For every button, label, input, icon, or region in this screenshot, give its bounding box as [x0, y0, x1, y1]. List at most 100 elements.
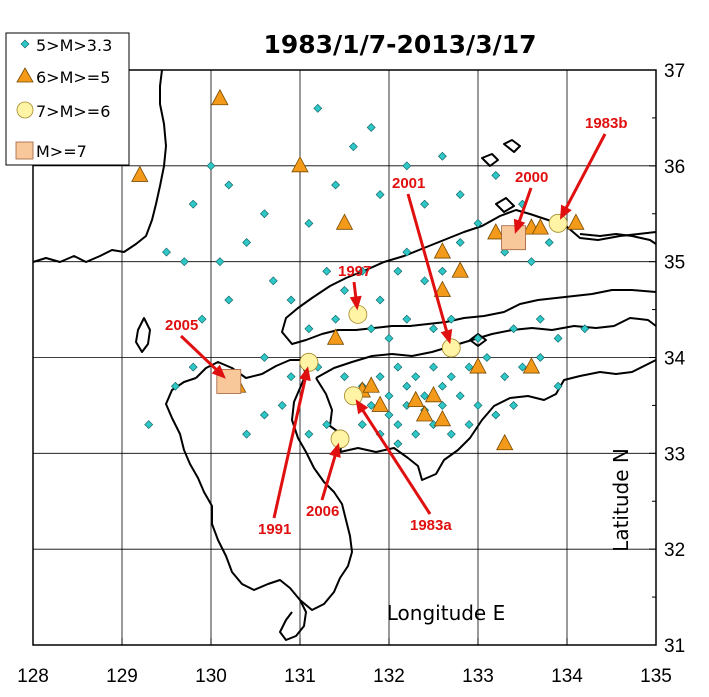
quake-small-point — [366, 123, 376, 132]
y-tick-label: 37 — [664, 61, 685, 82]
x-tick-label: 128 — [17, 666, 49, 687]
quake-small-point — [509, 324, 519, 334]
annotation-label: 2006 — [306, 503, 339, 520]
quake-medium-point — [326, 328, 345, 345]
x-tick-label: 134 — [551, 666, 583, 687]
quake-medium-point — [424, 385, 443, 403]
quake-small-point — [580, 324, 590, 334]
quake-small-point — [446, 429, 456, 439]
quake-small-point — [544, 238, 554, 247]
quake-small-point — [375, 372, 385, 382]
quake-small-point — [437, 151, 447, 161]
quake-small-point — [420, 199, 430, 209]
x-tick-label: 130 — [195, 666, 227, 687]
quake-large-point — [330, 429, 350, 449]
legend-triangle-icon — [16, 67, 34, 83]
quake-small-point — [500, 372, 510, 382]
quake-small-point — [366, 324, 376, 334]
x-tick-label: 129 — [106, 666, 138, 687]
legend-label-major: M>=7 — [36, 142, 87, 161]
legend-circle-icon — [16, 101, 34, 119]
quake-small-point — [331, 314, 341, 324]
annotation-arrow — [179, 334, 223, 376]
quake-small-point — [170, 381, 180, 391]
annotation-arrowhead — [513, 218, 526, 234]
quake-small-point — [429, 324, 438, 334]
quake-small-point — [144, 420, 154, 430]
y-tick-label: 33 — [664, 444, 685, 465]
quake-small-point — [268, 276, 278, 286]
quake-small-point — [437, 381, 447, 391]
annotation-label: 2001 — [392, 175, 425, 192]
quake-small-point — [322, 266, 332, 276]
quake-medium-point — [335, 213, 354, 230]
annotation-arrowhead — [329, 442, 341, 458]
y-tick-label: 31 — [664, 636, 685, 657]
quake-large-point — [548, 213, 568, 233]
quake-small-point — [473, 333, 483, 343]
annotation-label: 1983b — [585, 115, 628, 132]
quake-small-point — [420, 276, 430, 286]
quake-small-point — [179, 257, 189, 267]
quake-small-point — [402, 314, 412, 324]
quake-small-point — [500, 247, 510, 257]
quake-medium-point — [433, 280, 452, 297]
legend-square-icon — [15, 141, 34, 160]
quake-small-point — [491, 170, 501, 180]
annotation-arrowhead — [211, 364, 226, 379]
annotation-label: 2005 — [165, 317, 198, 334]
quake-small-point — [402, 381, 412, 391]
quake-medium-point — [291, 155, 309, 173]
quake-small-point — [384, 391, 394, 401]
quake-small-point — [464, 420, 474, 430]
quake-small-point — [393, 439, 403, 449]
quake-medium-point — [451, 261, 469, 278]
quake-medium-point — [487, 223, 505, 240]
quake-small-point — [304, 218, 314, 228]
legend-label-small: 5>M>3.3 — [36, 36, 112, 55]
quake-small-point — [224, 295, 234, 305]
quake-small-point — [286, 372, 296, 382]
quake-small-point — [340, 372, 349, 382]
quake-small-point — [348, 142, 358, 152]
x-tick-label: 131 — [284, 666, 316, 687]
quake-medium-point — [131, 165, 149, 182]
quake-medium-point — [407, 390, 425, 408]
quake-small-point — [464, 362, 474, 372]
annotation-arrowhead — [349, 295, 362, 311]
quake-small-point — [277, 400, 287, 410]
quake-small-point — [473, 400, 483, 410]
quake-small-point — [313, 103, 323, 113]
quake-medium-point — [362, 376, 380, 393]
quake-small-point — [259, 209, 269, 219]
quake-small-point — [242, 429, 252, 439]
x-tick-label: 132 — [373, 666, 405, 687]
quake-medium-point — [433, 409, 452, 427]
quake-small-point — [455, 391, 465, 401]
quake-small-point — [526, 257, 536, 267]
quake-small-point — [188, 199, 198, 209]
legend-diamond-icon — [20, 39, 30, 49]
quake-small-point — [224, 180, 234, 190]
quake-small-point — [340, 285, 349, 295]
legend-label-medium: 6>M>=5 — [36, 68, 110, 87]
quake-small-point — [402, 247, 412, 257]
quake-medium-point — [371, 395, 389, 412]
quake-small-point — [535, 314, 545, 324]
quake-small-point — [509, 400, 519, 410]
quake-small-point — [402, 161, 412, 171]
annotation-arrows: 1983b 2000 2001 1997 2005 1991 2006 1983a — [165, 115, 628, 538]
y-tick-label: 35 — [664, 253, 685, 274]
quake-small-point — [411, 372, 421, 382]
annotation-arrow — [561, 133, 607, 216]
y-tick-label: 36 — [664, 157, 685, 178]
quake-small-point — [446, 314, 456, 324]
earthquake-markers — [131, 88, 590, 451]
quake-small-point — [304, 429, 314, 439]
axis-ticks: 128 129 130 131 132 133 134 135 31 32 33 34 35 36 37 — [17, 61, 685, 687]
annotation-label: 2000 — [515, 169, 548, 186]
quake-medium-point — [415, 405, 434, 422]
x-axis-label: Longitude E — [387, 601, 505, 625]
quake-small-point — [242, 238, 252, 247]
